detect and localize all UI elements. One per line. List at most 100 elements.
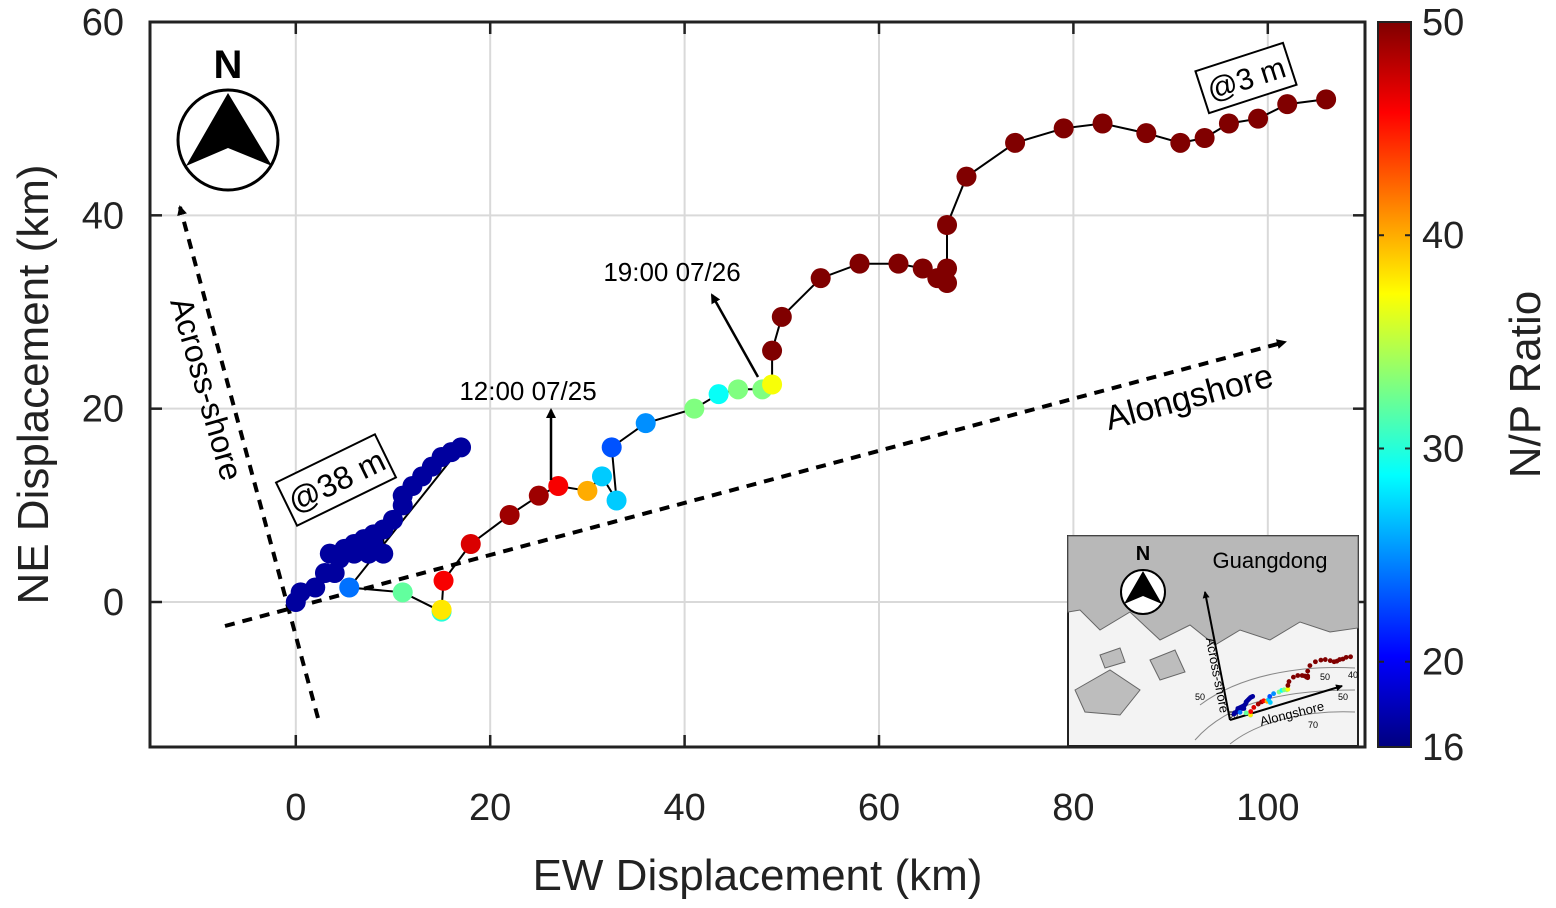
inset-point	[1267, 694, 1273, 699]
inset-point	[1285, 686, 1291, 692]
colorbar-tick-label: 50	[1422, 2, 1464, 44]
inset-contour-2	[1229, 711, 1356, 745]
y-axis-title: NE Displacement (km)	[9, 164, 58, 604]
y-tick-label: 20	[82, 389, 124, 431]
colorbar-tick-label: 40	[1422, 215, 1464, 257]
data-point	[431, 599, 452, 620]
x-tick-label: 60	[858, 787, 900, 829]
label-3m-box	[1194, 41, 1298, 115]
data-point	[305, 577, 326, 598]
axes: 0 20 40 60 80 100 0 20 40 60 EW Displacement (km) N…	[9, 2, 1367, 900]
inset-point	[1286, 679, 1292, 684]
inset-across-arrow	[1202, 591, 1231, 721]
inset-map: 505050704050GuangdongNAcross-shoreAlongs…	[1067, 535, 1359, 747]
inset-point	[1267, 700, 1273, 705]
colorbar-tick-label: 30	[1422, 428, 1464, 470]
inset-point	[1305, 668, 1311, 674]
colorbar-bar	[1377, 21, 1412, 748]
data-point	[1248, 108, 1269, 129]
x-tick-label: 40	[663, 787, 705, 829]
data-point	[548, 476, 569, 496]
data-point	[771, 306, 792, 327]
data-point	[1170, 132, 1191, 153]
data-point	[728, 379, 749, 400]
inset-north-label: N	[1136, 543, 1150, 565]
data-point	[937, 258, 958, 279]
data-point	[1136, 123, 1157, 144]
data-point	[591, 466, 612, 487]
y-tick-label: 60	[82, 2, 124, 44]
data-point	[849, 253, 870, 274]
x-tick-label: 100	[1236, 787, 1299, 829]
data-point	[937, 273, 958, 293]
data-point	[373, 543, 394, 564]
data-point	[912, 258, 933, 279]
inset-islands	[1074, 647, 1186, 716]
direction-guides	[177, 205, 1287, 719]
data-point	[606, 490, 627, 511]
inset-north-icon	[1124, 571, 1162, 604]
colorbar: 16 20 30 40 50 N/P Ratio	[1377, 2, 1550, 769]
plot-frame	[148, 20, 1367, 749]
data-point	[762, 340, 783, 361]
inset-region-label: Guangdong	[1213, 548, 1328, 573]
inset-point	[1327, 658, 1333, 664]
inset-contour-label: 40	[1348, 670, 1358, 680]
across-shore-label: Across-shore	[163, 293, 250, 484]
inset-point	[1251, 705, 1257, 710]
data-point	[1218, 113, 1239, 134]
inset-point	[1322, 657, 1328, 662]
data-point	[1316, 89, 1337, 110]
inset-point	[1271, 691, 1276, 697]
x-axis-title: EW Displacement (km)	[533, 851, 983, 900]
data-point	[762, 374, 783, 395]
data-point	[708, 384, 729, 405]
data-point	[499, 505, 520, 525]
data-point	[1053, 118, 1074, 139]
inset-point	[1305, 673, 1311, 679]
x-tick-label: 80	[1052, 787, 1094, 829]
trajectory-line	[294, 98, 1327, 614]
north-arrow-icon	[186, 93, 272, 166]
y-tick-label: 40	[82, 195, 124, 237]
data-point	[635, 413, 656, 434]
label-38m-group: @38 m	[274, 432, 398, 528]
inset-contour-label: 70	[1308, 720, 1318, 730]
data-point	[577, 480, 598, 501]
label-38m-box	[274, 432, 398, 528]
data-point	[937, 215, 958, 235]
time-arrow-2	[710, 293, 760, 378]
inset-point	[1348, 654, 1353, 660]
inset-point	[1237, 709, 1243, 715]
inset-contour-3	[1199, 667, 1356, 706]
inset-point	[1285, 683, 1291, 688]
colorbar-tick-label: 16	[1422, 727, 1464, 769]
data-point	[460, 534, 481, 554]
inset-point	[1307, 663, 1313, 668]
inset-point	[1243, 710, 1249, 716]
time-label-2: 19:00 07/26	[603, 257, 740, 287]
data-point	[433, 570, 454, 591]
inset-point	[1248, 709, 1254, 714]
north-arrow: N	[176, 43, 280, 192]
y-tick-label: 0	[103, 582, 124, 624]
inset-point	[1313, 659, 1318, 665]
inset-contour-label: 50	[1320, 672, 1330, 682]
data-point	[1277, 94, 1298, 115]
inset-point	[1295, 673, 1301, 678]
inset-contour-label: 50	[1338, 692, 1348, 702]
data-point	[528, 485, 549, 506]
x-tick-label: 20	[469, 787, 511, 829]
data-point	[684, 398, 705, 419]
colorbar-tick-label: 20	[1422, 642, 1464, 684]
inset-point	[1291, 674, 1296, 680]
data-point	[1092, 113, 1113, 134]
data-point	[956, 166, 977, 187]
data-point	[601, 437, 622, 458]
x-tick-label: 0	[285, 787, 306, 829]
data-point	[1194, 128, 1215, 148]
data-point	[810, 268, 831, 289]
data-point	[383, 509, 403, 530]
